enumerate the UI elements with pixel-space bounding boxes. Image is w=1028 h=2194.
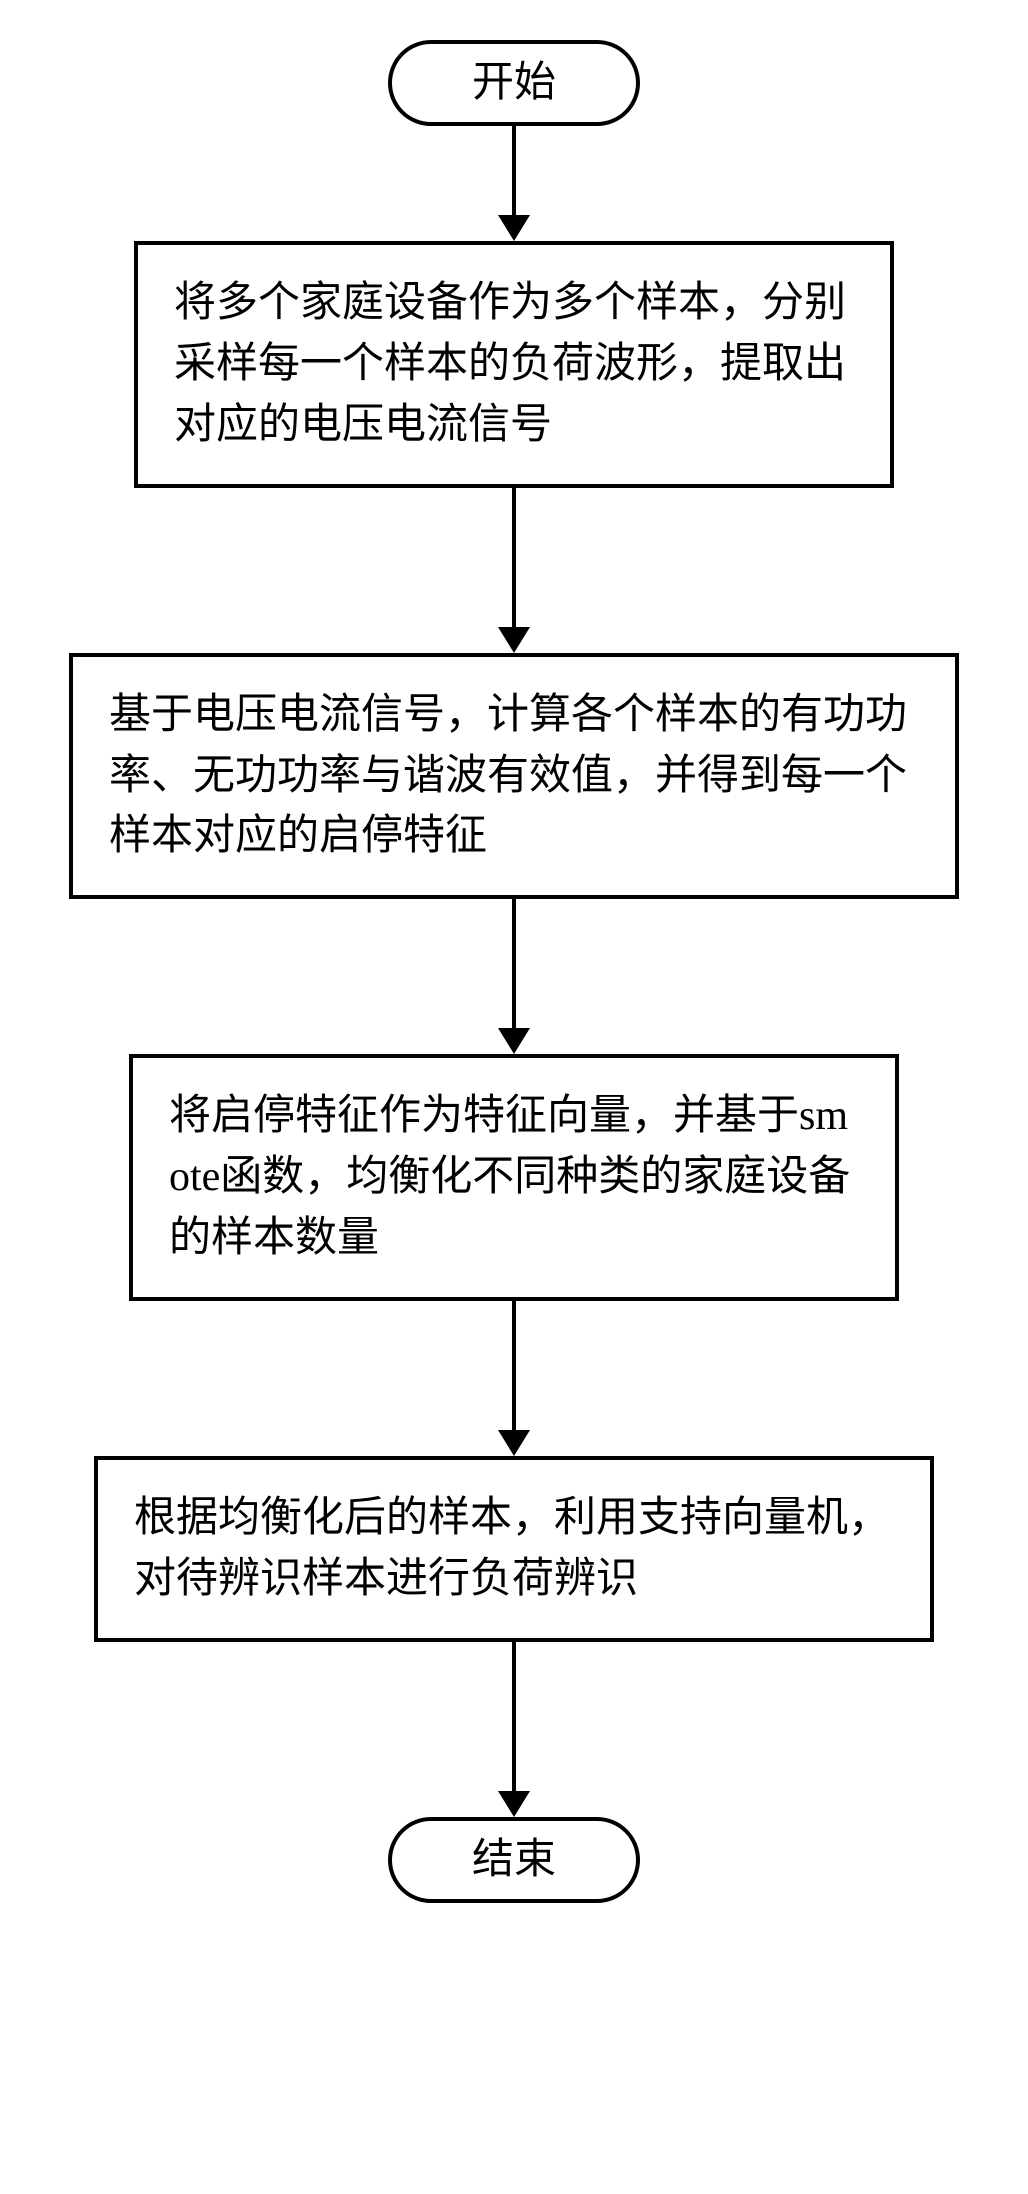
arrow-head-icon	[498, 627, 530, 653]
arrow-head-icon	[498, 215, 530, 241]
start-node: 开始	[388, 40, 640, 126]
arrow-head-icon	[498, 1791, 530, 1817]
step1-node: 将多个家庭设备作为多个样本，分别采样每一个样本的负荷波形，提取出对应的电压电流信…	[134, 241, 894, 488]
step2-label: 基于电压电流信号，计算各个样本的有功功率、无功功率与谐波有效值，并得到每一个样本…	[109, 692, 907, 860]
end-label: 结束	[472, 1837, 556, 1883]
step1-label: 将多个家庭设备作为多个样本，分别采样每一个样本的负荷波形，提取出对应的电压电流信…	[174, 280, 846, 448]
step4-label: 根据均衡化后的样本，利用支持向量机，对待辨识样本进行负荷辨识	[134, 1495, 890, 1602]
flowchart-container: 开始 将多个家庭设备作为多个样本，分别采样每一个样本的负荷波形，提取出对应的电压…	[64, 40, 964, 1903]
arrow-1	[498, 126, 530, 241]
arrow-line	[512, 1642, 516, 1792]
step3-label: 将启停特征作为特征向量，并基于smote函数，均衡化不同种类的家庭设备的样本数量	[169, 1093, 850, 1261]
arrow-line	[512, 488, 516, 628]
arrow-line	[512, 1301, 516, 1431]
arrow-2	[498, 488, 530, 653]
step4-node: 根据均衡化后的样本，利用支持向量机，对待辨识样本进行负荷辨识	[94, 1456, 934, 1642]
start-label: 开始	[472, 60, 556, 106]
arrow-3	[498, 899, 530, 1054]
arrow-5	[498, 1642, 530, 1817]
end-node: 结束	[388, 1817, 640, 1903]
arrow-head-icon	[498, 1430, 530, 1456]
arrow-head-icon	[498, 1028, 530, 1054]
step2-node: 基于电压电流信号，计算各个样本的有功功率、无功功率与谐波有效值，并得到每一个样本…	[69, 653, 959, 900]
arrow-line	[512, 126, 516, 216]
arrow-4	[498, 1301, 530, 1456]
arrow-line	[512, 899, 516, 1029]
step3-node: 将启停特征作为特征向量，并基于smote函数，均衡化不同种类的家庭设备的样本数量	[129, 1054, 899, 1301]
